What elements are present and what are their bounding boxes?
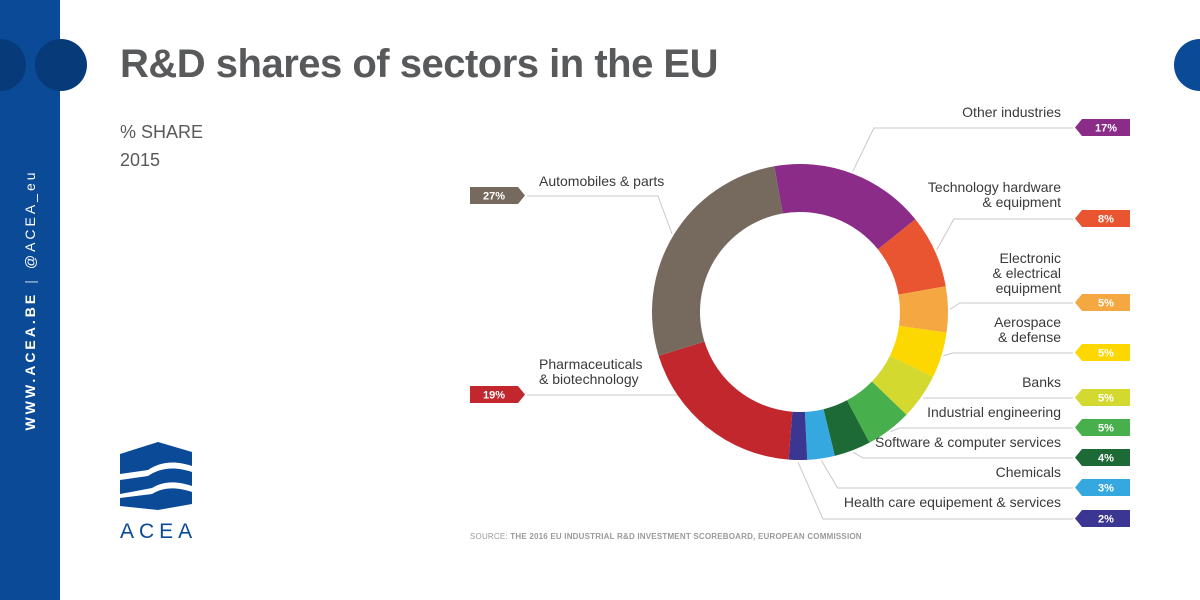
value-badge-other — [1075, 119, 1130, 136]
slice-industrial — [846, 381, 907, 443]
acea-logo-icon — [120, 442, 192, 510]
source-text: THE 2016 EU INDUSTRIAL R&D INVESTMENT SC… — [510, 532, 862, 541]
slice-banks — [871, 355, 934, 415]
subtitle-year: 2015 — [120, 150, 161, 170]
slice-healthcare — [788, 411, 808, 460]
source-note: SOURCE: THE 2016 EU INDUSTRIAL R&D INVES… — [470, 532, 862, 541]
category-label-industrial: Industrial engineering — [927, 404, 1061, 420]
value-badge-auto — [470, 187, 525, 204]
value-label-software: 4% — [1098, 453, 1114, 465]
leader-line-industrial — [890, 427, 1073, 433]
category-label-techhw: Technology hardware — [928, 179, 1061, 195]
value-badge-healthcare — [1075, 510, 1130, 527]
slice-electronic — [898, 286, 948, 333]
value-label-other: 17% — [1095, 123, 1117, 135]
value-badge-industrial — [1075, 419, 1130, 436]
decorative-circle-mid — [35, 39, 87, 91]
leader-line-pharma — [527, 394, 707, 430]
value-label-healthcare: 2% — [1098, 514, 1114, 526]
leader-lines — [527, 127, 1073, 520]
category-label-aerospace: & defense — [998, 329, 1061, 345]
logo-text: ACEA — [120, 520, 198, 543]
category-label-banks: Banks — [1022, 374, 1061, 390]
slice-labels: 17% Other industries 8% Technology hardware… — [470, 104, 1130, 527]
leader-line-chemicals — [820, 460, 1073, 489]
category-label-healthcare: Health care equipement & services — [844, 494, 1061, 510]
value-badge-banks — [1075, 389, 1130, 406]
value-badge-electronic — [1075, 294, 1130, 311]
leader-line-software — [853, 451, 1073, 459]
leader-line-healthcare — [797, 461, 1073, 520]
donut-slices — [652, 164, 948, 460]
slice-auto — [652, 166, 783, 356]
category-label-pharma: & biotechnology — [539, 371, 639, 387]
slice-chemicals — [804, 409, 835, 460]
leader-line-auto — [527, 195, 673, 235]
category-label-electronic: equipment — [996, 280, 1061, 296]
value-badge-chemicals — [1075, 479, 1130, 496]
category-label-electronic: Electronic — [1000, 250, 1061, 266]
value-badge-techhw — [1075, 210, 1130, 227]
slice-aerospace — [889, 325, 947, 377]
leader-line-techhw — [936, 218, 1073, 251]
category-label-electronic: & electrical — [993, 265, 1061, 281]
source-prefix: SOURCE: — [470, 532, 508, 541]
category-label-auto: Automobiles & parts — [539, 173, 664, 189]
value-badge-pharma — [470, 386, 525, 403]
subtitle-unit: % SHARE — [120, 122, 204, 142]
slice-techhw — [877, 219, 946, 295]
value-label-techhw: 8% — [1098, 214, 1114, 226]
value-badge-aerospace — [1075, 344, 1130, 361]
category-label-software: Software & computer services — [875, 434, 1061, 450]
slice-pharma — [658, 341, 793, 460]
slice-other — [774, 164, 916, 250]
category-label-other: Other industries — [962, 104, 1061, 120]
sidebar: WWW.ACEA.BE|@ACEA_eu — [0, 0, 60, 600]
value-label-industrial: 5% — [1098, 423, 1114, 435]
leader-line-other — [852, 127, 1073, 172]
value-label-aerospace: 5% — [1098, 348, 1114, 360]
value-label-electronic: 5% — [1098, 298, 1114, 310]
category-label-aerospace: Aerospace — [994, 314, 1061, 330]
value-label-chemicals: 3% — [1098, 483, 1114, 495]
value-label-banks: 5% — [1098, 393, 1114, 405]
category-label-techhw: & equipment — [982, 194, 1061, 210]
slice-software — [823, 400, 870, 456]
value-badge-software — [1075, 449, 1130, 466]
value-label-auto: 27% — [483, 191, 505, 203]
subtitle: % SHARE 2015 — [120, 118, 203, 174]
category-label-pharma: Pharmaceuticals — [539, 356, 643, 372]
leader-line-aerospace — [943, 352, 1073, 357]
page-title: R&D shares of sectors in the EU — [120, 42, 719, 86]
leader-line-electronic — [949, 302, 1073, 310]
value-label-pharma: 19% — [483, 390, 505, 402]
category-label-chemicals: Chemicals — [996, 464, 1061, 480]
